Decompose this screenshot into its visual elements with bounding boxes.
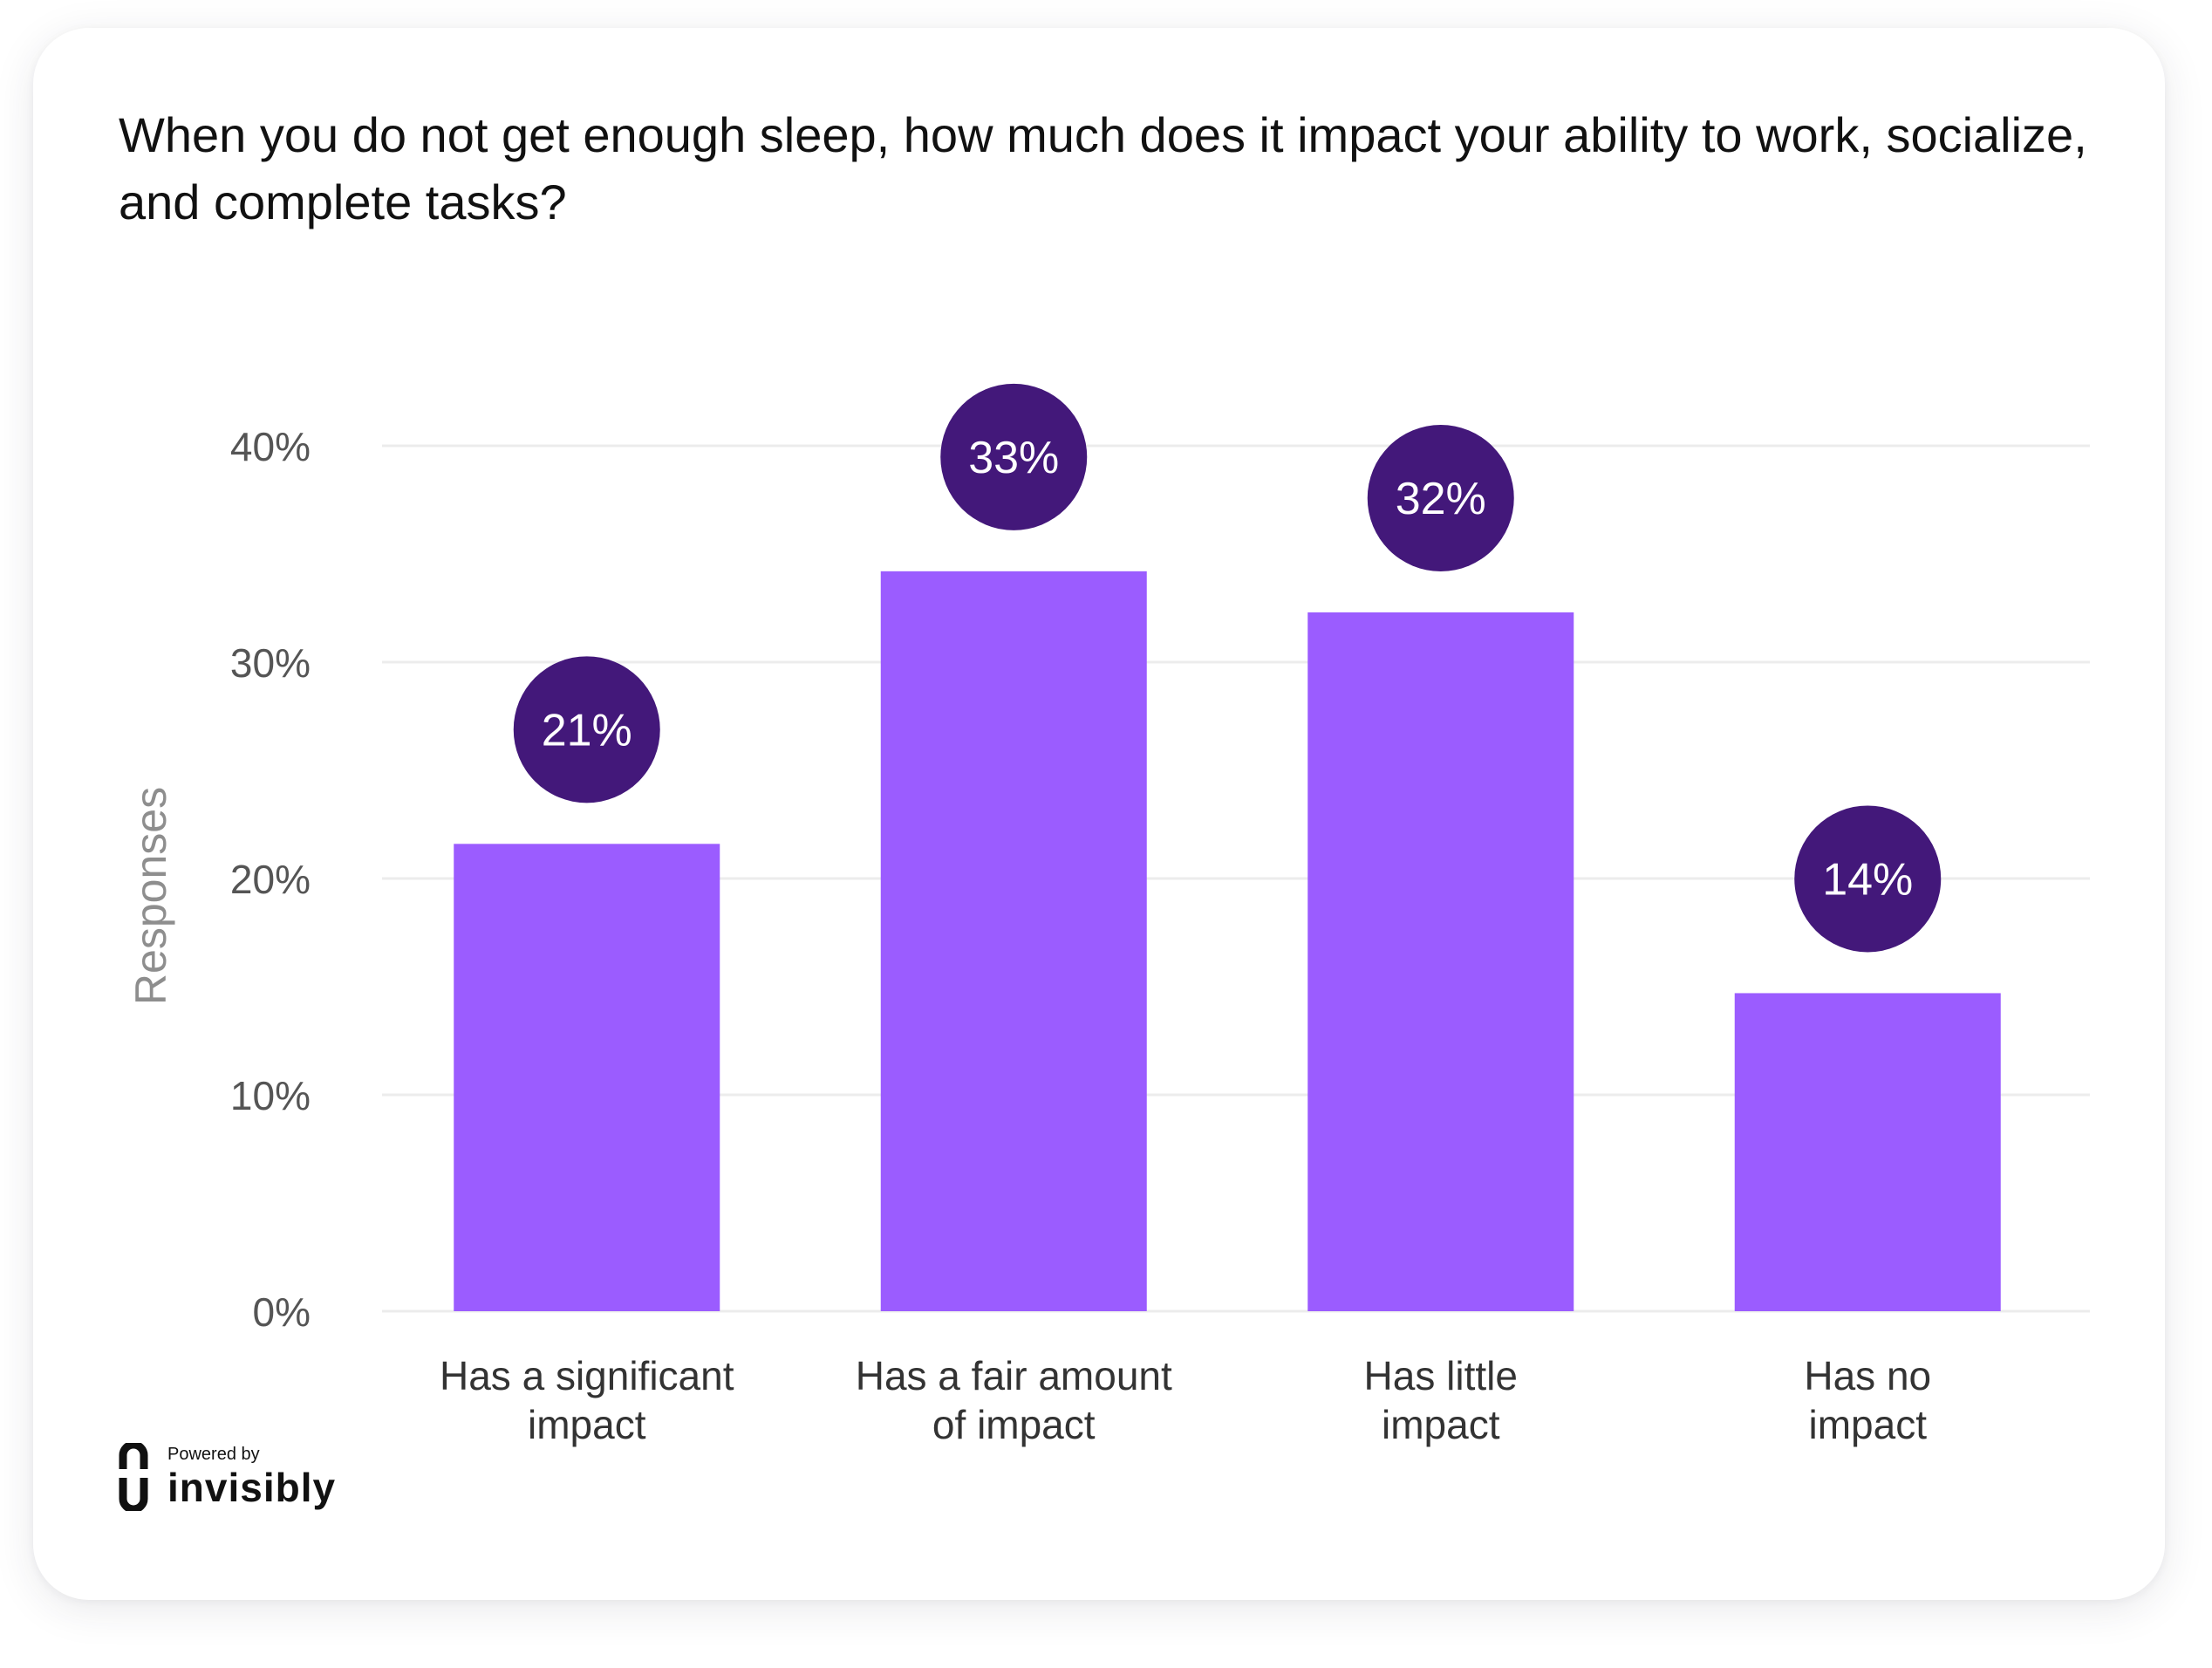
bar [1307,612,1574,1311]
data-label: 21% [542,705,632,755]
invisibly-logo-icon [119,1443,148,1511]
bar [454,844,720,1311]
y-tick-label: 40% [230,424,311,469]
data-label: 32% [1396,474,1486,524]
x-category-label: impact [528,1402,646,1447]
x-category-label: impact [1382,1402,1500,1447]
y-tick-label: 20% [230,857,311,902]
bars [454,571,2001,1311]
data-label-bubble [1794,805,1942,953]
data-label-bubble [940,383,1088,530]
data-label-bubble [1367,424,1514,571]
chart-card: When you do not get enough sleep, how mu… [33,28,2165,1600]
powered-by-text: Powered by [167,1445,260,1464]
x-category-label: Has a significant [440,1353,734,1398]
data-label: 14% [1822,854,1913,905]
x-category-label: Has little [1364,1353,1518,1398]
x-category-label: Has a fair amount [856,1353,1172,1398]
x-category-label: Has no [1804,1353,1931,1398]
data-labels: 21% 33% 32% 14% [513,383,1942,953]
y-tick-label: 10% [230,1073,311,1118]
x-category-label: of impact [932,1402,1096,1447]
y-axis-label: Responses [126,787,175,1005]
bar [880,571,1147,1311]
data-label: 33% [968,433,1059,483]
y-axis-ticks: 0% 10% 20% 30% 40% [230,424,311,1335]
bar-chart: 0% 10% 20% 30% 40% Responses 21% 33% 32% 14% Ha… [126,383,2090,1447]
brand-name: invisibly [167,1465,337,1510]
y-tick-label: 30% [230,640,311,686]
data-label-bubble [513,656,660,803]
bar [1734,993,2001,1311]
y-tick-label: 0% [253,1289,311,1335]
powered-by-invisibly: Powered by invisibly [119,1443,336,1511]
x-category-label: impact [1809,1402,1928,1447]
chart-title: When you do not get enough sleep, how mu… [119,107,2087,229]
